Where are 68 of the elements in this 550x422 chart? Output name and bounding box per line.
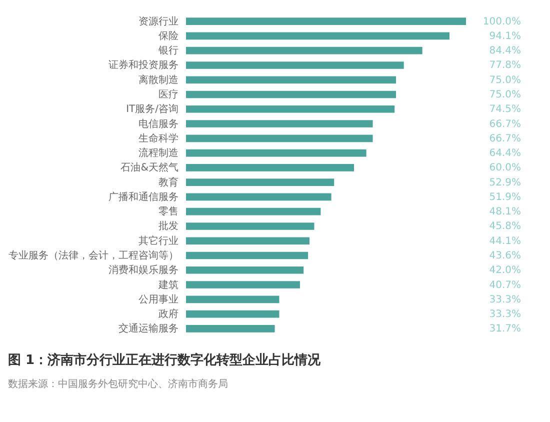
bar [186,62,404,69]
bar [186,325,275,332]
data-label: 51.9% [489,192,521,203]
y-tick-label: 交通运输服务 [118,322,178,335]
bar [186,149,366,157]
bar [186,237,310,245]
data-label: 60.0% [489,162,521,174]
y-tick-label: 离散制造 [138,74,178,86]
bar [186,296,280,304]
bar [186,208,321,216]
data-label: 52.9% [489,177,521,188]
bar [186,252,308,260]
data-label: 42.0% [489,265,521,276]
y-tick-label: 银行 [158,46,178,57]
bar [186,178,334,186]
data-label: 48.1% [489,206,521,218]
y-tick-label: 专业服务（法律，会计，工程咨询等） [8,250,178,262]
y-tick-label: 生命科学 [138,132,178,144]
data-label: 33.3% [489,294,521,306]
bar [186,266,304,274]
data-label: 40.7% [489,280,521,291]
bar [186,18,466,25]
y-tick-label: IT服务/咨询 [126,103,178,116]
data-label: 45.8% [489,221,521,232]
data-label: 43.6% [489,250,521,262]
y-tick-label: 医疗 [158,88,178,100]
y-tick-label: 保险 [158,30,178,42]
data-label: 66.7% [489,118,521,130]
bar [186,310,280,318]
data-label: 64.4% [489,148,521,160]
y-tick-label: 零售 [158,206,178,218]
data-label: 31.7% [489,324,521,335]
bar [186,32,450,40]
y-tick-label: 批发 [158,220,178,232]
y-tick-label: 资源行业 [138,15,178,28]
y-tick-label: 政府 [158,308,178,320]
y-tick-label: 其它行业 [138,234,178,247]
data-label: 77.8% [489,60,521,72]
bar [186,164,354,172]
y-tick-label: 流程制造 [138,147,178,160]
y-tick-label: 消费和娱乐服务 [108,264,178,276]
y-tick-label: 石油&天然气 [120,162,178,174]
data-label: 75.0% [489,90,521,100]
data-label: 94.1% [489,30,521,42]
y-tick-label: 教育 [158,176,178,188]
bar [186,76,396,84]
bar [186,46,422,54]
data-label: 33.3% [489,309,521,320]
data-label: 84.4% [489,46,521,57]
bar [186,90,396,98]
text: 图 1：济南市分行业正在进行数字化转型企业占比情况 [8,352,322,368]
y-tick-label: 证券和投资服务 [108,59,178,72]
data-label: 66.7% [489,133,521,144]
source-note: 数据来源：中国服务外包研究中心、济南市商务局 [8,378,228,390]
bar [186,222,314,230]
bar [186,134,373,142]
bar [186,193,332,201]
data-label: 75.0% [489,74,521,86]
data-label: 44.1% [489,236,521,247]
data-label: 74.5% [489,104,521,116]
bar [186,120,373,128]
y-tick-label: 公用事业 [138,293,178,306]
y-tick-label: 建筑 [158,278,178,291]
bar [186,105,395,113]
bar [186,281,300,288]
data-label: 100.0% [482,16,521,28]
y-tick-label: 广播和通信服务 [108,190,178,203]
y-tick-label: 电信服务 [138,118,178,130]
